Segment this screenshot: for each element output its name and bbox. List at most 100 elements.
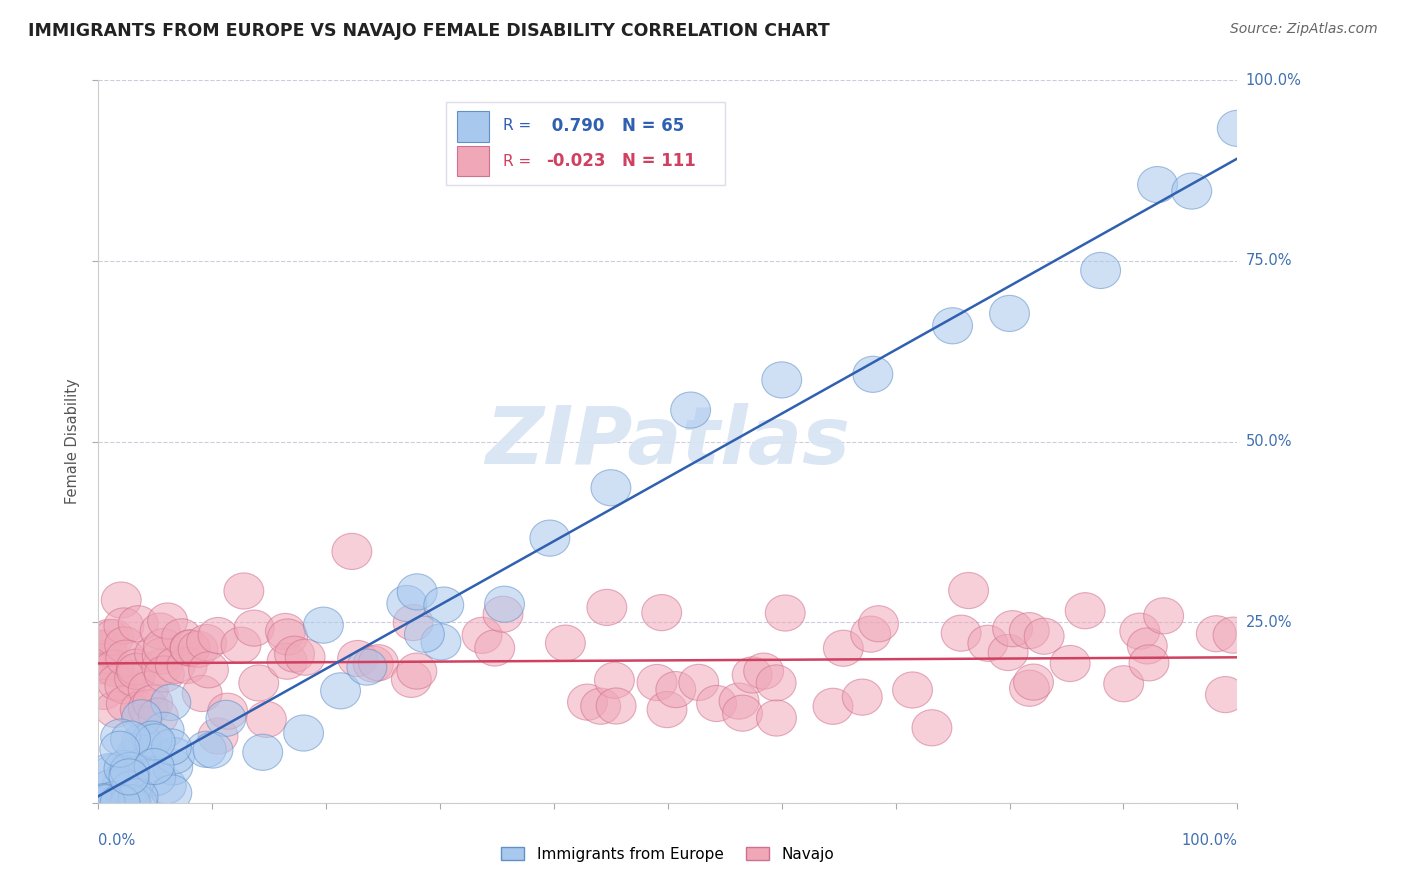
Ellipse shape <box>110 785 150 821</box>
Ellipse shape <box>912 710 952 746</box>
Ellipse shape <box>84 673 124 709</box>
Ellipse shape <box>851 616 890 652</box>
Ellipse shape <box>949 573 988 608</box>
Ellipse shape <box>484 596 523 632</box>
Ellipse shape <box>142 638 183 673</box>
Text: 0.0%: 0.0% <box>98 833 135 848</box>
Ellipse shape <box>546 625 585 661</box>
Ellipse shape <box>405 616 444 652</box>
Ellipse shape <box>98 785 138 821</box>
Ellipse shape <box>83 640 122 677</box>
Ellipse shape <box>101 719 141 756</box>
Ellipse shape <box>107 686 146 722</box>
Ellipse shape <box>641 595 682 631</box>
Ellipse shape <box>121 691 160 728</box>
Ellipse shape <box>1197 615 1236 652</box>
Ellipse shape <box>718 683 759 719</box>
Ellipse shape <box>1014 664 1053 700</box>
Ellipse shape <box>423 587 464 624</box>
Ellipse shape <box>347 649 387 685</box>
Ellipse shape <box>932 308 973 343</box>
Ellipse shape <box>420 624 461 660</box>
Ellipse shape <box>188 652 228 688</box>
Ellipse shape <box>155 738 194 773</box>
Ellipse shape <box>100 731 139 767</box>
Ellipse shape <box>396 653 437 690</box>
Ellipse shape <box>1010 670 1049 706</box>
Ellipse shape <box>391 661 432 698</box>
Ellipse shape <box>359 645 398 681</box>
Ellipse shape <box>596 688 636 724</box>
Ellipse shape <box>723 695 762 731</box>
Ellipse shape <box>853 356 893 392</box>
Text: Source: ZipAtlas.com: Source: ZipAtlas.com <box>1230 22 1378 37</box>
Ellipse shape <box>267 643 307 680</box>
Ellipse shape <box>93 781 134 818</box>
Ellipse shape <box>84 783 124 820</box>
Ellipse shape <box>122 724 162 760</box>
Ellipse shape <box>274 636 315 673</box>
Ellipse shape <box>97 785 138 821</box>
Ellipse shape <box>762 362 801 398</box>
Ellipse shape <box>105 627 145 663</box>
Ellipse shape <box>170 630 209 665</box>
Ellipse shape <box>155 648 195 683</box>
Ellipse shape <box>1129 645 1168 681</box>
Ellipse shape <box>284 715 323 751</box>
Ellipse shape <box>246 701 287 738</box>
Text: 75.0%: 75.0% <box>1246 253 1292 268</box>
Ellipse shape <box>117 653 156 690</box>
Ellipse shape <box>941 615 981 651</box>
Ellipse shape <box>1024 618 1064 654</box>
Ellipse shape <box>128 672 169 707</box>
Text: R =: R = <box>503 119 536 133</box>
Ellipse shape <box>82 785 122 821</box>
Text: 50.0%: 50.0% <box>1246 434 1292 449</box>
Ellipse shape <box>103 768 142 804</box>
Ellipse shape <box>1050 646 1090 681</box>
Ellipse shape <box>90 770 129 806</box>
Ellipse shape <box>1119 613 1160 649</box>
Ellipse shape <box>304 607 343 643</box>
Ellipse shape <box>89 619 129 656</box>
Ellipse shape <box>1213 617 1253 653</box>
Text: 100.0%: 100.0% <box>1246 73 1302 87</box>
Ellipse shape <box>96 691 135 728</box>
Bar <box>457 112 489 142</box>
Ellipse shape <box>1010 613 1049 648</box>
Ellipse shape <box>1171 173 1212 209</box>
Ellipse shape <box>387 585 426 622</box>
Ellipse shape <box>179 632 218 667</box>
Ellipse shape <box>967 625 1008 661</box>
Ellipse shape <box>744 653 783 690</box>
Ellipse shape <box>170 630 209 666</box>
Text: R =: R = <box>503 153 536 169</box>
Y-axis label: Female Disability: Female Disability <box>65 379 80 504</box>
Legend: Immigrants from Europe, Navajo: Immigrants from Europe, Navajo <box>495 840 841 868</box>
Ellipse shape <box>83 643 122 680</box>
Ellipse shape <box>1218 111 1257 146</box>
Ellipse shape <box>135 636 174 672</box>
Ellipse shape <box>100 785 141 821</box>
Ellipse shape <box>756 665 796 701</box>
Ellipse shape <box>463 617 502 653</box>
Ellipse shape <box>115 738 156 773</box>
Ellipse shape <box>152 729 191 765</box>
Ellipse shape <box>591 470 631 506</box>
Ellipse shape <box>193 732 233 768</box>
Ellipse shape <box>90 754 129 789</box>
Ellipse shape <box>111 785 152 821</box>
Text: ZIPatlas: ZIPatlas <box>485 402 851 481</box>
Ellipse shape <box>115 660 155 697</box>
Ellipse shape <box>162 619 201 655</box>
Ellipse shape <box>353 646 394 682</box>
Ellipse shape <box>117 785 157 821</box>
Ellipse shape <box>167 648 207 683</box>
Ellipse shape <box>581 688 620 724</box>
Ellipse shape <box>394 605 433 640</box>
Ellipse shape <box>988 634 1028 671</box>
Ellipse shape <box>221 627 262 664</box>
Ellipse shape <box>187 731 226 767</box>
Ellipse shape <box>107 785 148 821</box>
Ellipse shape <box>87 644 127 680</box>
